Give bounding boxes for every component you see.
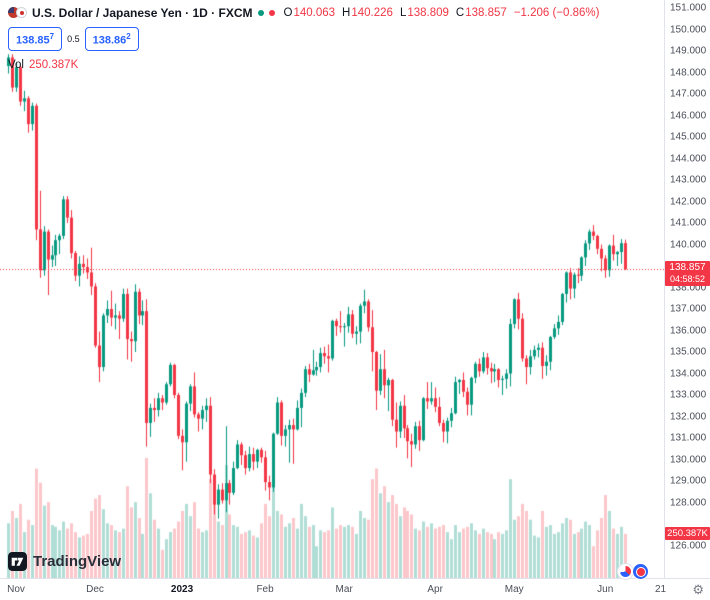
price-tick-label: 135.000: [670, 346, 707, 358]
emoji-reaction-bubble-icon[interactable]: [617, 563, 634, 580]
price-tick-label: 143.000: [670, 174, 707, 186]
high-label: H: [342, 7, 351, 19]
time-axis[interactable]: ⚙ Nov Dec 2023 Feb Mar Apr May Jun 21: [0, 578, 710, 600]
close-label: C: [455, 7, 465, 19]
time-tick-label: Dec: [86, 584, 104, 595]
buy-price-button[interactable]: 138.862: [84, 27, 139, 51]
time-tick-label: 21: [655, 584, 667, 595]
time-tick-label: Jun: [597, 584, 614, 595]
price-tick-label: 137.000: [670, 303, 707, 315]
time-tick-label: Mar: [335, 584, 353, 595]
community-event-bubble-icon[interactable]: [632, 563, 649, 580]
tradingview-logo-icon: [8, 552, 27, 571]
price-tick-label: 133.000: [670, 389, 707, 401]
volume-value: 250.387K: [29, 58, 79, 71]
price-tick-label: 126.000: [670, 540, 707, 551]
jpy-flag-icon: [16, 7, 27, 18]
tradingview-branding[interactable]: TradingView: [8, 552, 121, 571]
price-tick-label: 130.000: [670, 454, 707, 465]
last-price-value: 138.857: [669, 262, 706, 274]
alert-dot-icon: [268, 10, 275, 16]
price-tick-label: 151.000: [670, 2, 707, 14]
brand-name: TradingView: [33, 553, 122, 570]
price-tick-label: 140.000: [670, 239, 707, 250]
chart-plot-area[interactable]: U.S. Dollar / Japanese Yen · 1D · FXCM O…: [0, 0, 664, 578]
usd-flag-icon: [8, 7, 19, 18]
volume-readout: Vol 250.387K: [8, 59, 599, 71]
sell-price-button[interactable]: 138.857: [8, 27, 63, 51]
price-tick-label: 144.000: [670, 153, 707, 164]
low-label: L: [399, 7, 407, 19]
time-tick-label: May: [504, 584, 524, 595]
high-value: 140.226: [351, 7, 393, 19]
price-tick-label: 147.000: [670, 88, 707, 100]
price-axis[interactable]: 151.000 150.000 149.000 148.000 147.000 146.0…: [664, 0, 710, 578]
floating-bubbles: [617, 563, 649, 580]
spread-value: 0.5: [67, 33, 80, 44]
time-tick-label: Feb: [256, 584, 274, 595]
ohlc-readout: O140.063 H140.226 L138.809 C138.857 −1.2…: [284, 7, 600, 19]
time-tick-label: Apr: [427, 584, 443, 595]
symbol-title[interactable]: U.S. Dollar / Japanese Yen · 1D · FXCM: [32, 6, 253, 20]
close-value: 138.857: [465, 7, 507, 19]
price-tick-label: 134.000: [670, 368, 707, 379]
time-tick-label: Nov: [7, 584, 25, 595]
chart-legend: U.S. Dollar / Japanese Yen · 1D · FXCM O…: [8, 5, 599, 71]
price-tick-label: 138.000: [670, 282, 707, 293]
candlestick-volume-canvas[interactable]: [0, 0, 664, 578]
price-tick-label: 148.000: [670, 67, 707, 78]
price-tick-label: 129.000: [670, 475, 707, 487]
settings-gear-icon[interactable]: ⚙: [692, 582, 704, 597]
time-tick-year-label: 2023: [170, 584, 194, 595]
price-tick-label: 142.000: [670, 196, 707, 207]
open-label: O: [283, 7, 293, 19]
volume-label: Vol: [8, 58, 24, 71]
low-value: 138.809: [407, 7, 449, 19]
market-status-dot-icon: [257, 10, 264, 16]
price-tick-label: 146.000: [670, 110, 707, 121]
currency-pair-icon: [8, 7, 27, 19]
price-tick-label: 132.000: [670, 411, 707, 422]
price-tick-label: 150.000: [670, 24, 707, 35]
price-tick-label: 149.000: [670, 45, 707, 57]
last-volume-label: 250.387K: [665, 526, 710, 540]
price-tick-label: 145.000: [670, 131, 707, 143]
last-price-label: 138.857 04:58:52: [665, 261, 710, 287]
open-value: 140.063: [293, 7, 336, 19]
bar-countdown: 04:58:52: [669, 274, 706, 285]
price-tick-label: 141.000: [670, 217, 707, 229]
price-tick-label: 131.000: [670, 432, 707, 444]
change-value: −1.206 (−0.86%): [513, 7, 600, 19]
price-tick-label: 128.000: [670, 497, 707, 508]
price-tick-label: 136.000: [670, 325, 707, 336]
